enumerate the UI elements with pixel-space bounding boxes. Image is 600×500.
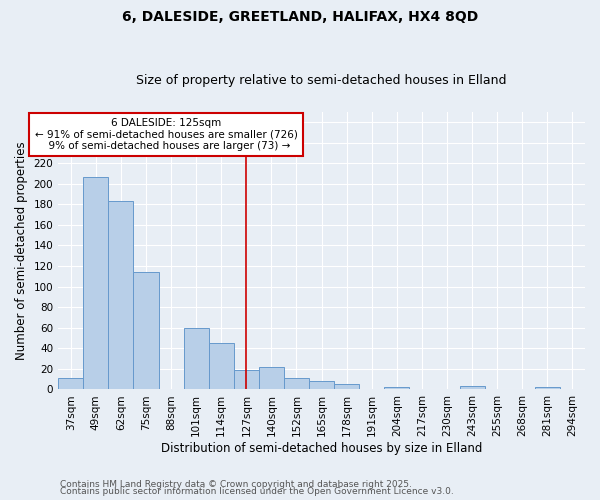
Bar: [83, 176, 109, 390]
Bar: [460, 386, 485, 390]
Bar: [309, 381, 334, 390]
Bar: [234, 370, 259, 390]
Text: Contains HM Land Registry data © Crown copyright and database right 2025.: Contains HM Land Registry data © Crown c…: [60, 480, 412, 489]
Bar: [58, 378, 83, 390]
Bar: [133, 272, 158, 390]
Bar: [184, 328, 209, 390]
Y-axis label: Number of semi-detached properties: Number of semi-detached properties: [15, 142, 28, 360]
Bar: [109, 202, 133, 390]
Bar: [535, 388, 560, 390]
Text: 6, DALESIDE, GREETLAND, HALIFAX, HX4 8QD: 6, DALESIDE, GREETLAND, HALIFAX, HX4 8QD: [122, 10, 478, 24]
Title: Size of property relative to semi-detached houses in Elland: Size of property relative to semi-detach…: [136, 74, 507, 87]
Text: Contains public sector information licensed under the Open Government Licence v3: Contains public sector information licen…: [60, 487, 454, 496]
X-axis label: Distribution of semi-detached houses by size in Elland: Distribution of semi-detached houses by …: [161, 442, 482, 455]
Bar: [284, 378, 309, 390]
Bar: [259, 367, 284, 390]
Bar: [209, 343, 234, 390]
Bar: [385, 388, 409, 390]
Bar: [334, 384, 359, 390]
Text: 6 DALESIDE: 125sqm
← 91% of semi-detached houses are smaller (726)
  9% of semi-: 6 DALESIDE: 125sqm ← 91% of semi-detache…: [35, 118, 298, 151]
